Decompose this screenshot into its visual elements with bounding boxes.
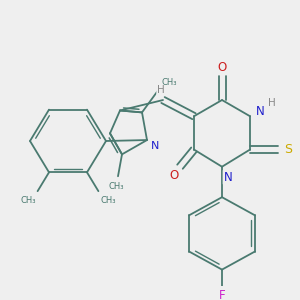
Text: O: O	[169, 169, 178, 182]
Text: N: N	[151, 141, 159, 151]
Text: H: H	[268, 98, 276, 108]
Text: N: N	[256, 105, 264, 118]
Text: CH₃: CH₃	[20, 196, 36, 205]
Text: F: F	[219, 289, 225, 300]
Text: S: S	[284, 143, 292, 156]
Text: CH₃: CH₃	[161, 78, 176, 87]
Text: CH₃: CH₃	[108, 182, 124, 191]
Text: H: H	[157, 85, 165, 94]
Text: N: N	[224, 171, 232, 184]
Text: CH₃: CH₃	[100, 196, 116, 205]
Text: O: O	[218, 61, 226, 74]
